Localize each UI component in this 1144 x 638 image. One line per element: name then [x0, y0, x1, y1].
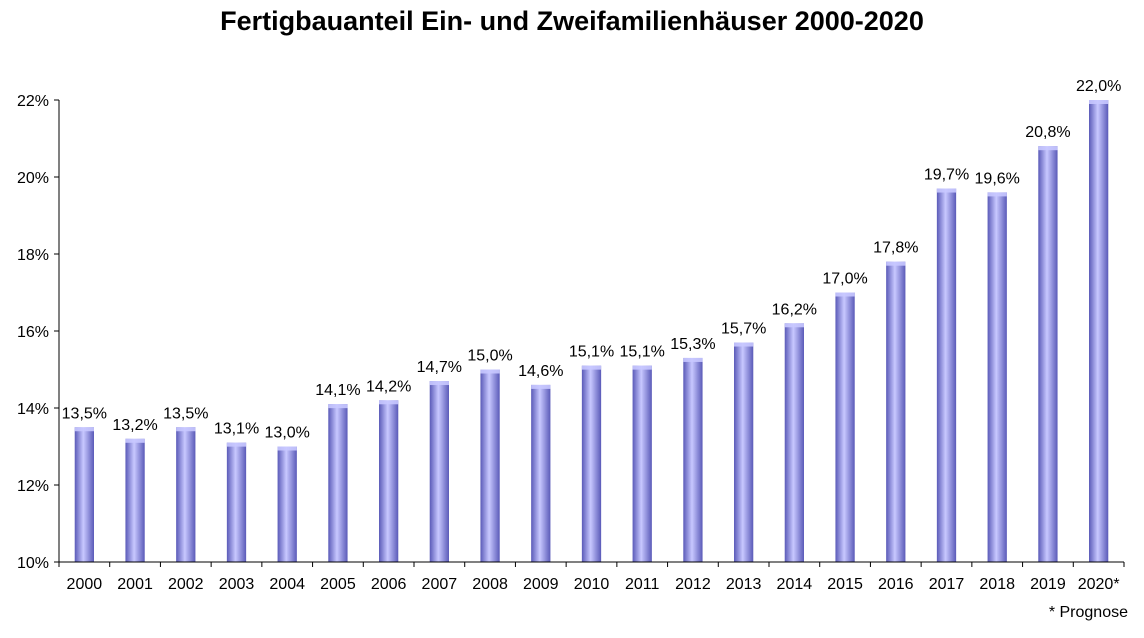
data-label: 13,1%: [214, 421, 259, 438]
data-labels: 13,5% 13,2% 13,5% 13,1% 13,0% 14,1% 14,2% 14,7%…: [62, 78, 1122, 442]
y-tick-label: 16%: [17, 324, 49, 341]
x-tick-label: 2020*: [1078, 576, 1120, 593]
x-tick-label: 2017: [929, 576, 965, 593]
x-tick-label: 2004: [269, 576, 305, 593]
data-label: 15,0%: [467, 348, 512, 365]
bar: [531, 384, 551, 562]
bar: [632, 365, 652, 562]
data-label: 19,7%: [924, 167, 969, 184]
x-tick-label: 2000: [67, 576, 103, 593]
x-tick-label: 2009: [523, 576, 559, 593]
bar: [429, 381, 449, 562]
x-tick-label: 2015: [827, 576, 863, 593]
x-tick-label: 2018: [979, 576, 1015, 593]
x-tick-label: 2011: [625, 576, 660, 593]
bar: [886, 261, 906, 562]
data-label: 15,7%: [721, 321, 766, 338]
data-label: 16,2%: [772, 301, 817, 318]
x-tick-label: 2008: [472, 576, 508, 593]
data-label: 17,8%: [873, 240, 918, 257]
data-label: 14,7%: [417, 359, 462, 376]
bar: [1089, 100, 1109, 562]
x-tick-label: 2007: [422, 576, 458, 593]
data-label: 22,0%: [1076, 78, 1121, 95]
x-tick-label: 2013: [726, 576, 762, 593]
bar: [328, 404, 348, 562]
bar: [936, 188, 957, 563]
x-tick-label: 2012: [675, 576, 711, 593]
y-axis: 10% 12% 14% 16% 18% 20% 22%: [17, 93, 60, 572]
bar: [734, 342, 754, 562]
y-tick-label: 18%: [17, 247, 49, 264]
data-label: 14,6%: [518, 363, 563, 380]
x-axis: 2000 2001 2002 2003 2004 2005 2006 2007 2008 2009…: [58, 561, 1125, 593]
x-tick-label: 2019: [1030, 576, 1066, 593]
data-label: 14,1%: [315, 382, 360, 399]
data-label: 13,0%: [265, 425, 310, 442]
x-tick-label: 2005: [320, 576, 356, 593]
bar: [480, 369, 500, 562]
data-label: 13,2%: [112, 417, 157, 434]
bar: [784, 323, 804, 562]
x-tick-label: 2001: [117, 576, 153, 593]
x-tick-label: 2003: [219, 576, 255, 593]
y-tick-label: 12%: [17, 478, 49, 495]
bar: [835, 292, 855, 562]
bar: [125, 438, 145, 562]
y-tick-label: 20%: [17, 170, 49, 187]
bars: [74, 100, 1109, 563]
x-tick-label: 2014: [777, 576, 813, 593]
bar: [226, 442, 247, 562]
bar: [74, 427, 94, 562]
y-tick-label: 22%: [17, 93, 49, 110]
data-label: 17,0%: [822, 271, 867, 288]
data-label: 14,2%: [366, 378, 411, 395]
bar: [1038, 146, 1058, 562]
bar: [277, 446, 297, 562]
bar: [176, 427, 196, 562]
bar: [987, 192, 1007, 562]
x-tick-label: 2002: [168, 576, 204, 593]
bar: [683, 357, 703, 562]
data-label: 13,5%: [62, 405, 107, 422]
data-label: 19,6%: [975, 170, 1020, 187]
chart-title: Fertigbauanteil Ein- und Zweifamilienhäu…: [220, 6, 924, 36]
x-tick-label: 2006: [371, 576, 407, 593]
x-tick-label: 2016: [878, 576, 914, 593]
data-label: 15,1%: [620, 344, 665, 361]
data-label: 15,3%: [670, 336, 715, 353]
data-label: 20,8%: [1025, 124, 1070, 141]
bar: [581, 365, 602, 562]
data-label: 13,5%: [163, 405, 208, 422]
footnote: * Prognose: [1048, 604, 1128, 621]
y-tick-label: 10%: [17, 555, 49, 572]
x-tick-label: 2010: [574, 576, 610, 593]
bar: [379, 400, 399, 562]
data-label: 15,1%: [569, 344, 614, 361]
y-tick-label: 14%: [17, 401, 49, 418]
